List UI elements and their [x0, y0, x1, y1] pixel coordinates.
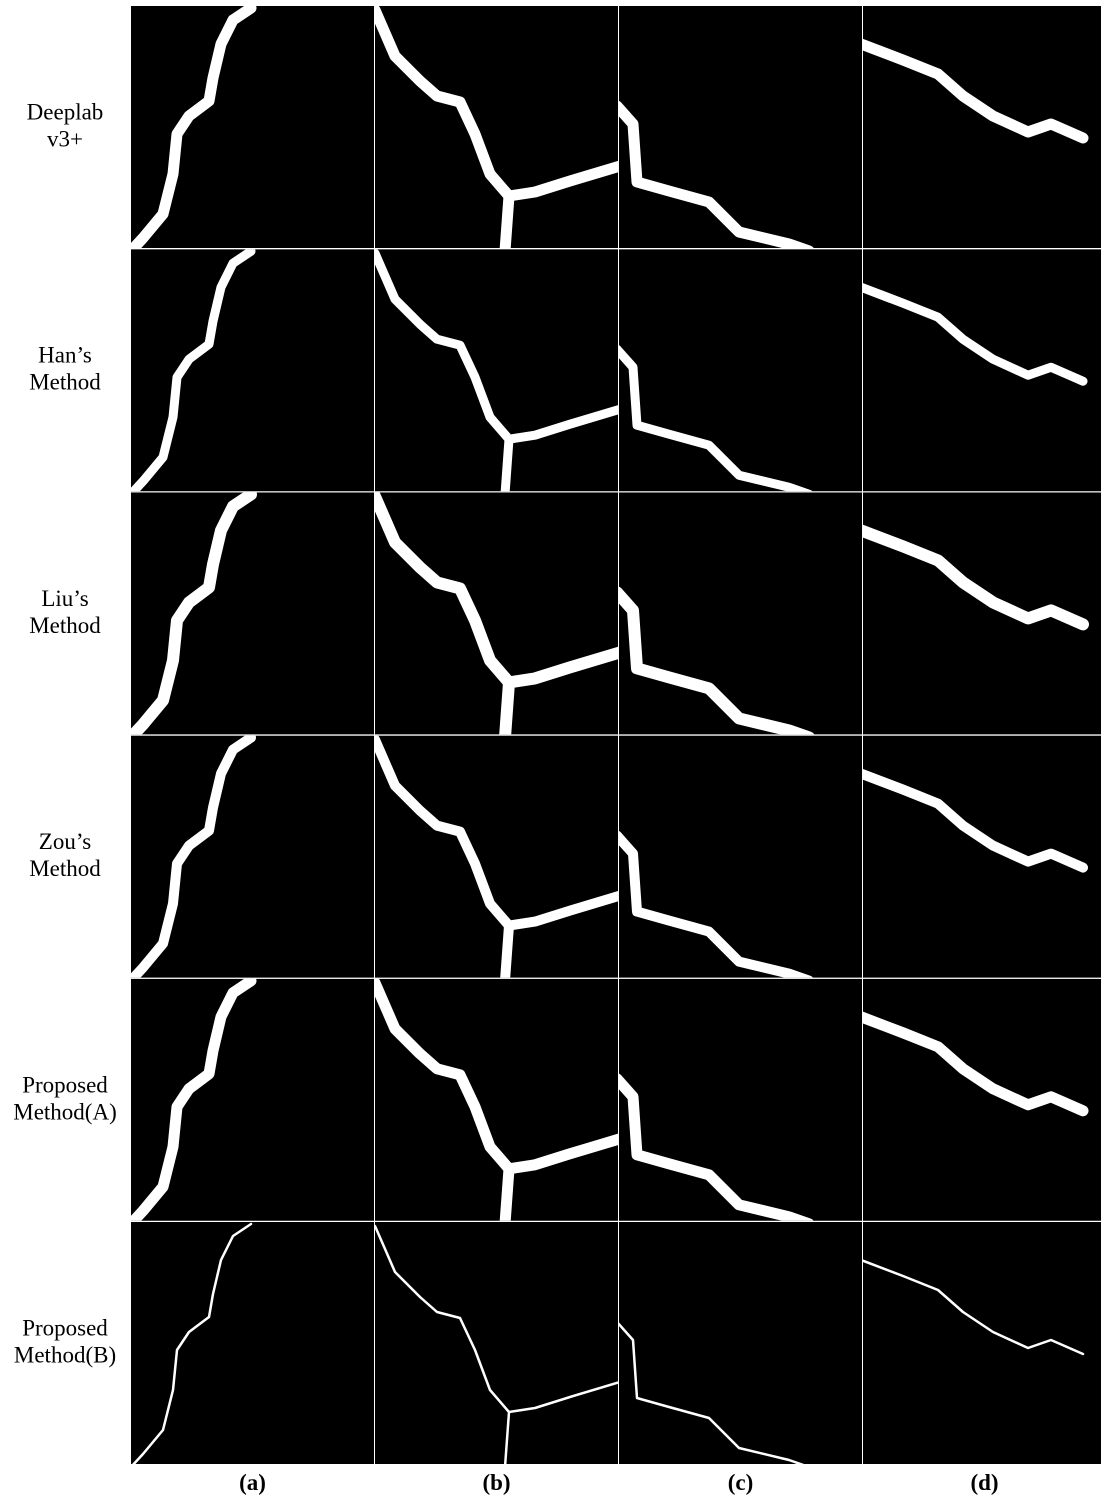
- image-background: [375, 492, 618, 735]
- row-label: Deeplab: [27, 100, 104, 125]
- image-background: [375, 249, 618, 492]
- image-background: [619, 1222, 862, 1465]
- result-image: [861, 736, 1101, 979]
- result-image: [617, 736, 862, 981]
- image-background: [375, 1222, 618, 1465]
- column-label: (b): [482, 1470, 510, 1495]
- result-image: [861, 1222, 1101, 1465]
- result-image: [375, 249, 620, 494]
- row-label: Method: [29, 370, 101, 395]
- result-image: [375, 736, 620, 981]
- row-label: Method(A): [13, 1099, 116, 1124]
- result-image: [375, 979, 620, 1224]
- image-background: [619, 492, 862, 735]
- row-label: Proposed: [22, 1072, 108, 1097]
- crack: [505, 1169, 509, 1224]
- result-image: [617, 492, 862, 737]
- result-image: [131, 249, 374, 494]
- result-image: [131, 1222, 374, 1467]
- column-label: (c): [728, 1470, 754, 1495]
- result-image: [861, 492, 1101, 735]
- image-background: [375, 6, 618, 249]
- column-label: (d): [970, 1470, 998, 1495]
- row-label: v3+: [47, 127, 83, 152]
- row-label: Method: [29, 613, 101, 638]
- result-image: [375, 6, 620, 251]
- row-label: Proposed: [22, 1316, 108, 1341]
- result-image: [617, 979, 862, 1224]
- column-label: (a): [239, 1470, 266, 1495]
- image-background: [619, 249, 862, 492]
- result-image: [375, 492, 620, 737]
- crack: [505, 682, 509, 737]
- image-background: [619, 6, 862, 249]
- result-image: [617, 1222, 862, 1467]
- result-image: [131, 736, 374, 981]
- result-image: [131, 492, 374, 737]
- image-background: [863, 1222, 1101, 1465]
- result-image: [617, 249, 862, 494]
- result-image: [131, 979, 374, 1224]
- image-background: [619, 736, 862, 979]
- result-image: [375, 1222, 620, 1467]
- row-label: Method: [29, 856, 101, 881]
- crack: [505, 196, 509, 251]
- image-background: [131, 1222, 374, 1465]
- row-label: Liu’s: [41, 586, 88, 611]
- result-image: [617, 6, 862, 251]
- result-image: [861, 979, 1101, 1222]
- image-background: [619, 979, 862, 1222]
- image-background: [375, 736, 618, 979]
- result-image: [861, 6, 1101, 249]
- crack: [505, 439, 509, 494]
- row-label: Han’s: [38, 343, 92, 368]
- row-label: Zou’s: [39, 829, 91, 854]
- crack: [505, 926, 509, 981]
- result-image: [861, 249, 1101, 492]
- row-label: Method(B): [14, 1343, 116, 1368]
- image-background: [375, 979, 618, 1222]
- figure: Deeplabv3+Han’sMethodLiu’sMethodZou’sMet…: [0, 0, 1101, 1497]
- result-image: [131, 6, 374, 251]
